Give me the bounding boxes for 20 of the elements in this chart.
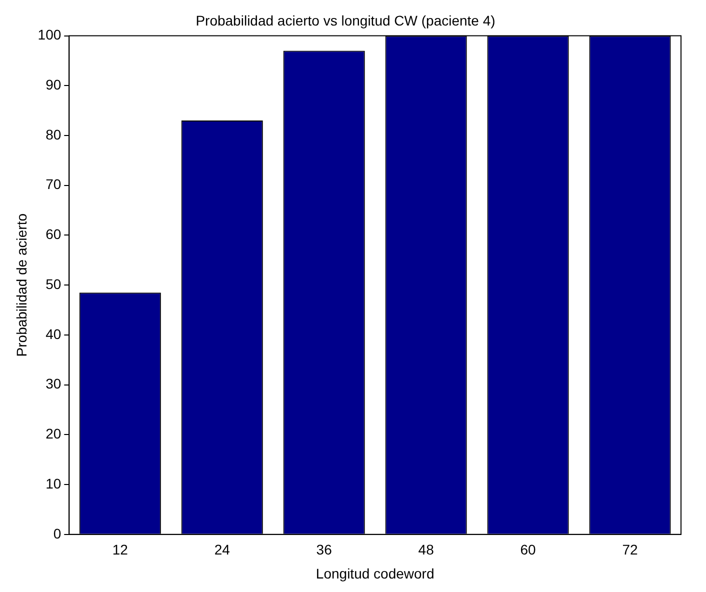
y-tick-label: 20	[46, 426, 62, 442]
y-tick-label: 80	[46, 126, 62, 142]
y-tick-label: 10	[46, 475, 62, 492]
x-tick-label: 72	[622, 542, 638, 558]
y-axis-title: Probabilidad de acierto	[13, 213, 30, 357]
x-tick-label: 12	[112, 542, 128, 558]
x-tick-label: 36	[316, 542, 332, 558]
y-tick-label: 0	[53, 525, 62, 542]
y-tick-label: 40	[46, 326, 62, 342]
x-tick-label: 60	[520, 542, 536, 558]
chart-title: Probabilidad acierto vs longitud CW (paciente 4)	[196, 12, 496, 28]
y-tick-label: 100	[38, 26, 62, 43]
y-tick-label: 60	[46, 226, 62, 242]
y-tick-label: 90	[46, 76, 62, 93]
y-tick-label: 70	[46, 176, 62, 192]
y-tick-label: 50	[46, 276, 62, 292]
x-axis-title: Longitud codeword	[316, 565, 434, 582]
y-tick-label: 30	[46, 376, 62, 392]
x-tick-label: 24	[214, 542, 230, 558]
x-tick-label: 48	[418, 542, 434, 558]
